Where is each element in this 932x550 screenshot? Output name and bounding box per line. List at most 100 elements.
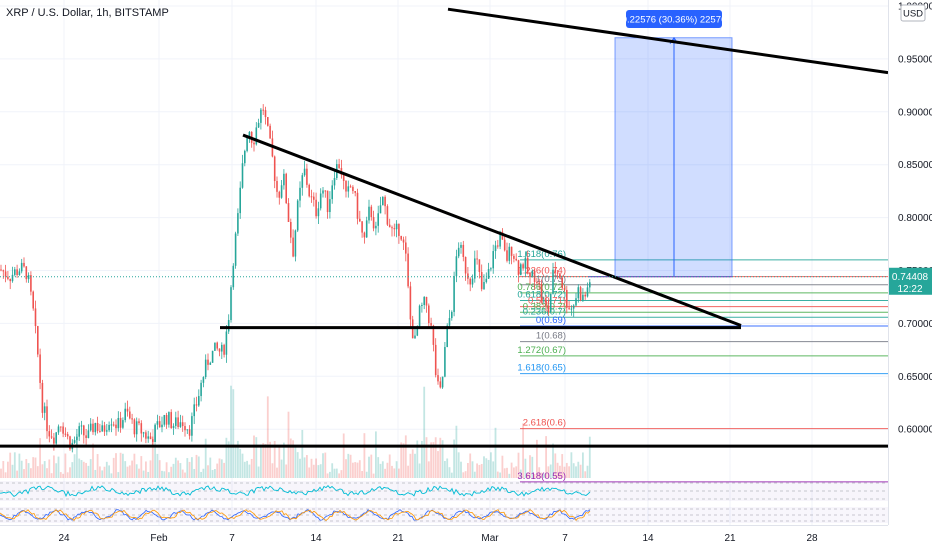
volume-bar-9 [20, 460, 23, 478]
fib-level-2[interactable]: 1(0.73) [520, 274, 888, 286]
volume-bar-209 [480, 463, 483, 478]
fib-level-7[interactable]: 0.236(0.7) [520, 306, 888, 318]
candle-body-29 [66, 434, 69, 437]
candle-body-82 [188, 429, 191, 436]
candle-body-180 [414, 335, 416, 339]
candle-body-198 [455, 256, 458, 277]
candle-body-175 [402, 239, 405, 243]
trendline-0[interactable] [447, 7, 889, 75]
candle-body-138 [317, 208, 320, 217]
volume-bar-242 [556, 462, 559, 478]
fib-level-10[interactable]: 1.272(0.67) [517, 345, 888, 357]
volume-bar-30 [69, 467, 71, 478]
volume-bar-98 [225, 437, 228, 478]
candle-body-223 [513, 255, 515, 259]
grid-lines [0, 0, 888, 525]
candle-body-103 [237, 213, 239, 234]
volume-bar-203 [467, 463, 469, 478]
candle-body-5 [11, 274, 14, 282]
candle-body-79 [181, 422, 184, 427]
volume-bar-90 [207, 465, 209, 478]
candle-body-74 [170, 412, 172, 428]
volume-bar-234 [538, 467, 541, 478]
candle-body-239 [549, 293, 552, 313]
candle-body-20 [46, 406, 48, 432]
trendlines[interactable] [0, 7, 889, 448]
fib-level-9[interactable]: 1(0.68) [520, 331, 888, 343]
y-tick-label-8: 0.60000 [898, 425, 932, 436]
volume-bar-44 [101, 470, 104, 478]
volume-bar-28 [64, 453, 67, 478]
volume-bar-226 [519, 469, 522, 478]
volume-bar-2 [4, 472, 7, 478]
volume-bar-105 [241, 453, 244, 478]
fib-label-2: 1(0.73) [536, 274, 566, 285]
y-tick-label-6: 0.70000 [898, 319, 932, 330]
volume-bar-199 [457, 452, 460, 478]
candle-body-183 [421, 304, 423, 306]
candle-body-34 [78, 426, 80, 437]
candle-body-73 [168, 412, 170, 425]
volume-bar-100 [230, 385, 232, 478]
volume-bar-233 [536, 439, 538, 478]
volume-bar-151 [347, 453, 350, 478]
volume-bar-84 [193, 468, 196, 478]
volume-bar-198 [455, 425, 458, 478]
candle-body-121 [278, 191, 281, 198]
volume-bar-116 [266, 396, 269, 478]
volume-bar-150 [345, 459, 347, 478]
fib-level-13[interactable]: 3.618(0.55) [517, 471, 888, 483]
candle-body-185 [425, 296, 428, 306]
volume-bar-254 [584, 471, 587, 478]
volume-bar-6 [13, 452, 16, 478]
volume-bar-147 [338, 473, 340, 478]
volume-bar-99 [227, 441, 230, 478]
candle-body-8 [18, 271, 21, 276]
candle-body-211 [485, 278, 488, 283]
volume-bar-202 [464, 471, 467, 478]
volume-bar-155 [356, 462, 359, 478]
trendline-1[interactable] [242, 133, 742, 327]
volume-bar-154 [354, 462, 357, 478]
candle-body-49 [112, 424, 115, 426]
price-range-measure[interactable]: 0.22576 (30.36%) 22576 [588, 10, 733, 278]
candle-body-171 [393, 228, 396, 230]
volume-bar-141 [324, 452, 327, 478]
fib-level-8[interactable]: 0(0.69) [520, 315, 888, 327]
volume-bar-240 [552, 443, 554, 478]
volume-bar-153 [352, 462, 354, 478]
candle-body-113 [260, 109, 262, 123]
candle-body-256 [589, 282, 591, 288]
candle-body-60 [138, 421, 140, 424]
volume-bar-89 [204, 438, 207, 478]
volume-bar-71 [163, 471, 166, 478]
candle-body-191 [439, 381, 442, 388]
candle-body-24 [55, 432, 57, 444]
fib-level-11[interactable]: 1.618(0.65) [517, 363, 888, 375]
candle-body-88 [202, 377, 205, 383]
fib-level-0[interactable]: 1.618(0.76) [517, 249, 888, 261]
volume-bar-181 [416, 440, 419, 478]
volume-bar-4 [9, 452, 12, 478]
candle-body-142 [326, 190, 329, 213]
volume-bar-40 [92, 443, 94, 478]
volume-bar-128 [294, 447, 297, 478]
volume-bar-112 [257, 466, 260, 478]
time-axis[interactable]: 24 Feb 7 14 21 Mar 7 14 21 28 [0, 525, 888, 545]
fib-level-12[interactable]: 2.618(0.6) [520, 418, 888, 430]
candle-body-153 [352, 186, 354, 192]
volume-bar-87 [200, 471, 202, 478]
volume-bar-53 [122, 453, 124, 478]
currency-button[interactable]: USD [900, 4, 926, 22]
candle-body-84 [193, 404, 195, 417]
fib-level-5[interactable]: 0.5(0.71) [520, 296, 888, 308]
volume-bar-248 [570, 452, 573, 478]
volume-bar-82 [188, 461, 191, 478]
candle-body-147 [338, 164, 340, 168]
candle-body-126 [290, 222, 292, 238]
candle-body-25 [57, 426, 60, 433]
candle-body-125 [287, 203, 290, 223]
candle-body-213 [490, 268, 492, 270]
